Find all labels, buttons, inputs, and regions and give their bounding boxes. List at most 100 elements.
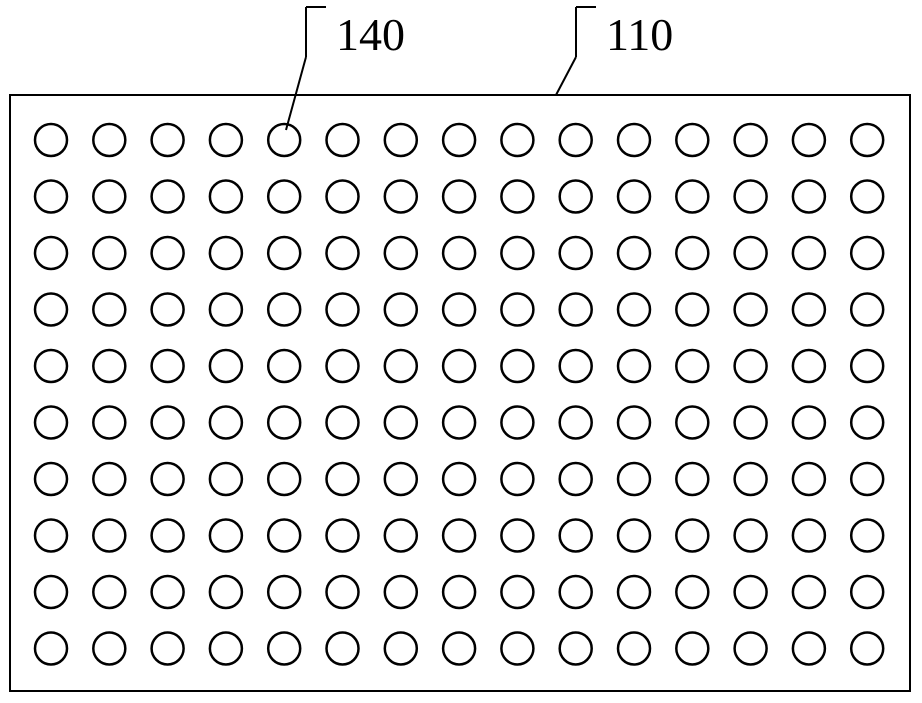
grid-circle — [851, 181, 883, 213]
grid-circle — [35, 124, 67, 156]
grid-circle — [35, 350, 67, 382]
grid-circle — [93, 463, 125, 495]
grid-circle — [268, 576, 300, 608]
grid-circle — [501, 407, 533, 439]
grid-circle — [152, 576, 184, 608]
grid-circle — [560, 463, 592, 495]
grid-circle — [152, 237, 184, 269]
grid-circle — [676, 294, 708, 326]
grid-circle — [268, 237, 300, 269]
grid-circle — [618, 294, 650, 326]
grid-circle — [618, 576, 650, 608]
grid-circle — [793, 181, 825, 213]
grid-circle — [501, 124, 533, 156]
grid-circle — [443, 576, 475, 608]
grid-circle — [210, 407, 242, 439]
grid-circle — [793, 463, 825, 495]
grid-circle — [327, 463, 359, 495]
grid-circle — [385, 520, 417, 552]
grid-circle — [93, 294, 125, 326]
grid-circle — [851, 350, 883, 382]
grid-circle — [560, 350, 592, 382]
grid-circle — [618, 350, 650, 382]
grid-circle — [35, 181, 67, 213]
grid-circle — [35, 294, 67, 326]
grid-circle — [735, 576, 767, 608]
grid-circle — [327, 294, 359, 326]
grid-circle — [93, 520, 125, 552]
grid-circle — [152, 181, 184, 213]
grid-circle — [735, 350, 767, 382]
grid-circle — [501, 294, 533, 326]
grid-circle — [501, 350, 533, 382]
grid-circle — [268, 350, 300, 382]
grid-circle — [210, 633, 242, 665]
grid-circle — [210, 350, 242, 382]
grid-circle — [735, 124, 767, 156]
grid-circle — [501, 520, 533, 552]
grid-circle — [152, 463, 184, 495]
grid-circle — [851, 237, 883, 269]
grid-circle — [443, 181, 475, 213]
grid-circle — [93, 407, 125, 439]
grid-circle — [793, 124, 825, 156]
grid-circle — [268, 294, 300, 326]
grid-circle — [676, 463, 708, 495]
grid-circle — [676, 181, 708, 213]
grid-circle — [793, 294, 825, 326]
grid-circle — [851, 520, 883, 552]
grid-circle — [618, 633, 650, 665]
grid-circle — [618, 181, 650, 213]
callout-label-140: 140 — [336, 12, 405, 58]
grid-circle — [618, 520, 650, 552]
diagram-svg — [0, 0, 922, 703]
grid-circle — [385, 350, 417, 382]
grid-circle — [443, 294, 475, 326]
grid-circle — [385, 181, 417, 213]
grid-circle — [35, 520, 67, 552]
grid-circle — [93, 237, 125, 269]
grid-circle — [35, 237, 67, 269]
grid-circle — [443, 237, 475, 269]
grid-circle — [560, 633, 592, 665]
grid-circle — [327, 633, 359, 665]
grid-circle — [443, 463, 475, 495]
grid-circle — [152, 407, 184, 439]
grid-circle — [152, 294, 184, 326]
grid-circle — [793, 520, 825, 552]
grid-circle — [210, 576, 242, 608]
grid-circle — [268, 124, 300, 156]
grid-circle — [676, 407, 708, 439]
grid-circle — [385, 633, 417, 665]
grid-circle — [851, 463, 883, 495]
grid-circle — [35, 463, 67, 495]
grid-circle — [268, 181, 300, 213]
grid-circle — [268, 407, 300, 439]
grid-circle — [210, 237, 242, 269]
grid-circle — [501, 181, 533, 213]
grid-circle — [851, 294, 883, 326]
grid-circle — [327, 576, 359, 608]
grid-circle — [327, 181, 359, 213]
grid-circle — [268, 633, 300, 665]
grid-circle — [35, 576, 67, 608]
grid-circle — [560, 576, 592, 608]
grid-circle — [676, 520, 708, 552]
grid-circle — [443, 407, 475, 439]
grid-circle — [560, 237, 592, 269]
grid-circle — [93, 350, 125, 382]
grid-circle — [443, 350, 475, 382]
grid-circle — [443, 633, 475, 665]
grid-circle — [93, 181, 125, 213]
grid-circle — [501, 576, 533, 608]
grid-circle — [851, 633, 883, 665]
grid-circle — [560, 124, 592, 156]
grid-circle — [385, 407, 417, 439]
grid-circle — [385, 463, 417, 495]
callout-label-110: 110 — [606, 12, 673, 58]
grid-circle — [618, 237, 650, 269]
grid-circle — [676, 633, 708, 665]
grid-circle — [210, 520, 242, 552]
grid-circle — [735, 463, 767, 495]
grid-circle — [735, 181, 767, 213]
